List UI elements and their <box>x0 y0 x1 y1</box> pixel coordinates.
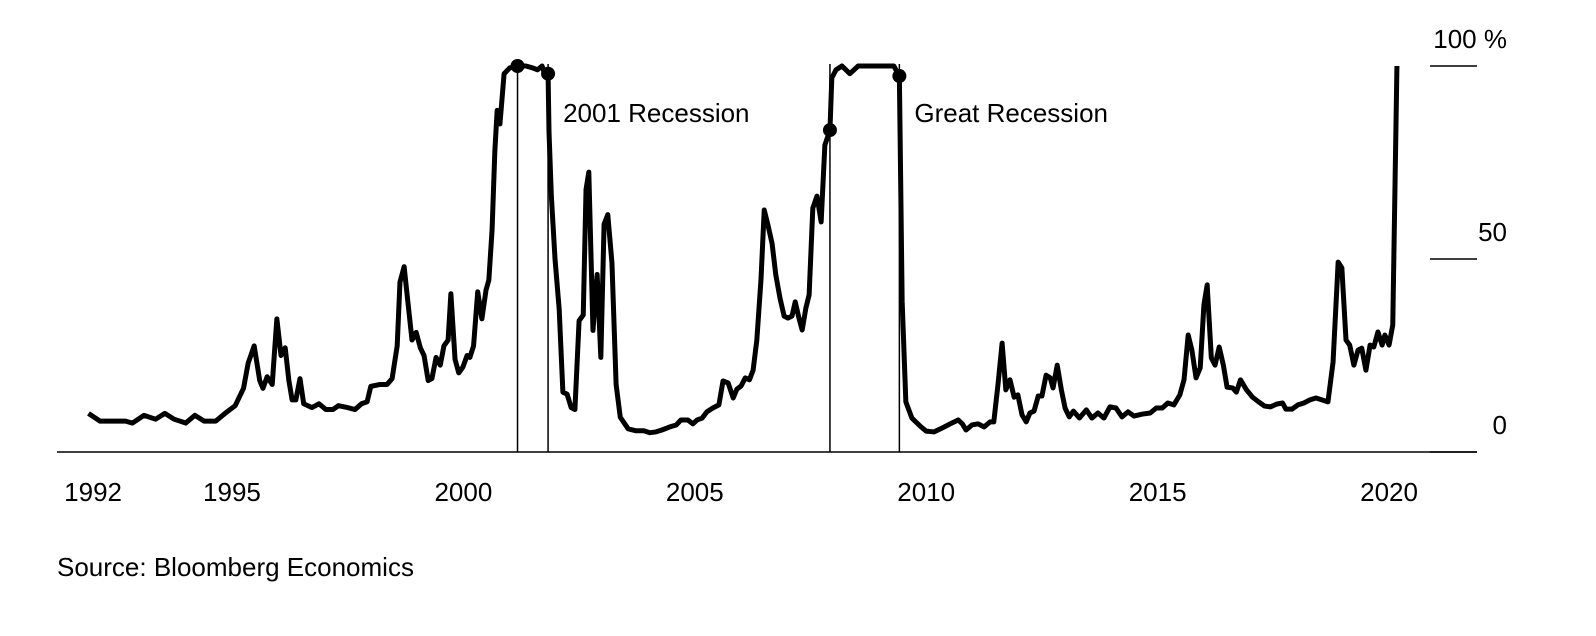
x-tick-label: 2015 <box>1129 477 1187 507</box>
x-tick-label: 2010 <box>897 477 955 507</box>
recession-point <box>822 123 837 138</box>
x-tick-label: 1995 <box>203 477 261 507</box>
annotation-label: Great Recession <box>914 98 1108 128</box>
x-tick-label: 2000 <box>434 477 492 507</box>
recession-point <box>510 59 525 73</box>
recession-point <box>541 66 556 81</box>
x-tick-label: 2020 <box>1360 477 1418 507</box>
data-line <box>87 63 1400 436</box>
source-note: Source: Bloomberg Economics <box>57 552 414 582</box>
recession-point <box>892 69 907 84</box>
y-tick-label: 50 <box>1478 217 1507 247</box>
annotation-label: 2001 Recession <box>563 98 749 128</box>
y-tick-label: 100 % <box>1433 24 1507 54</box>
x-tick-label: 1992 <box>64 477 122 507</box>
x-tick-label: 2005 <box>666 477 724 507</box>
y-tick-label: 0 <box>1493 410 1507 440</box>
